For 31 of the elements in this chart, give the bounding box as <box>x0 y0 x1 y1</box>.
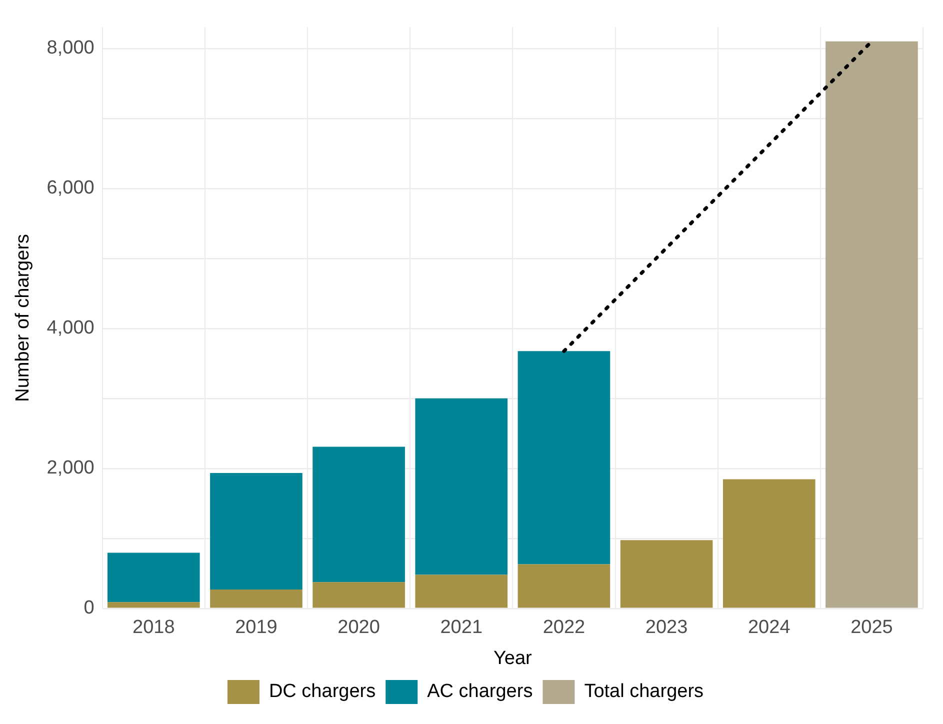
y-axis-title: Number of chargers <box>12 234 34 402</box>
x-tick-label: 2021 <box>440 617 483 638</box>
x-tick-label: 2024 <box>748 617 791 638</box>
bar <box>722 479 816 608</box>
legend-label: DC chargers <box>268 681 376 702</box>
y-tick-label: 2,000 <box>46 458 94 479</box>
bar <box>107 552 200 602</box>
x-tick-label: 2018 <box>132 617 175 638</box>
x-tick-label: 2019 <box>235 617 278 638</box>
bar <box>518 351 610 564</box>
x-tick-label: 2023 <box>645 617 688 638</box>
bar <box>312 446 405 582</box>
bar <box>415 574 508 608</box>
bar <box>620 540 713 608</box>
y-tick-label: 0 <box>84 598 94 619</box>
bar <box>210 472 302 590</box>
y-tick-label: 4,000 <box>46 318 94 339</box>
y-tick-label: 8,000 <box>46 38 94 59</box>
bar <box>415 398 508 575</box>
legend-label: AC chargers <box>427 681 533 702</box>
bar <box>107 602 200 608</box>
legend-label: Total chargers <box>584 681 704 702</box>
bar <box>210 590 302 608</box>
bar <box>312 582 405 608</box>
x-tick-label: 2025 <box>850 617 893 638</box>
x-axis-title: Year <box>493 648 533 669</box>
bar <box>518 564 610 608</box>
y-tick-label: 6,000 <box>46 178 94 199</box>
x-tick-label: 2022 <box>542 617 586 638</box>
bar <box>826 41 918 608</box>
x-tick-label: 2020 <box>338 617 380 638</box>
